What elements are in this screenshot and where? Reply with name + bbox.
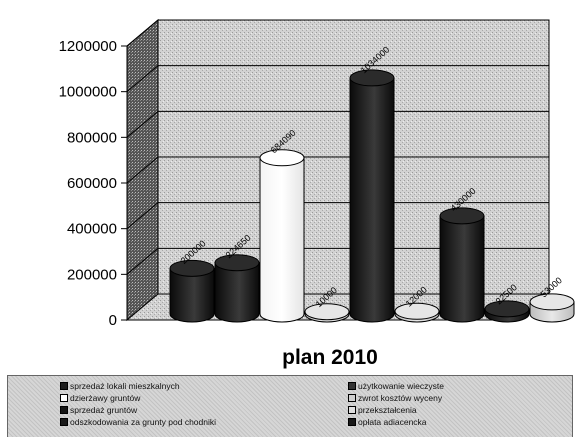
legend-label: zwrot kosztów wyceny bbox=[358, 393, 443, 403]
bar bbox=[169, 259, 215, 323]
y-tick-label: 200000 bbox=[67, 266, 117, 283]
bar-top bbox=[349, 69, 395, 87]
legend-label: dzierżawy gruntów bbox=[70, 393, 141, 403]
bar-body bbox=[259, 157, 305, 323]
y-tick-label: 400000 bbox=[67, 221, 117, 238]
legend-item: opłata adiacencka bbox=[348, 417, 427, 428]
gridline bbox=[126, 247, 549, 275]
y-tick-label: 1200000 bbox=[59, 38, 117, 55]
legend: sprzedaż lokali mieszkalnych użytkowanie … bbox=[7, 375, 573, 437]
bar bbox=[484, 300, 530, 323]
bar bbox=[349, 69, 395, 323]
chart-title: plan 2010 bbox=[282, 346, 378, 369]
bar-top bbox=[484, 300, 530, 318]
bar bbox=[439, 207, 485, 323]
bar-top bbox=[394, 302, 440, 320]
bar-top bbox=[439, 207, 485, 225]
bar-body bbox=[169, 267, 215, 323]
bar-top bbox=[169, 259, 215, 277]
legend-item: dzierżawy gruntów bbox=[60, 393, 140, 404]
legend-label: sprzedaż lokali mieszkalnych bbox=[70, 381, 180, 391]
legend-label: przekształcenia bbox=[358, 405, 417, 415]
bar-top bbox=[529, 293, 575, 311]
bar-body bbox=[349, 77, 395, 323]
legend-swatch bbox=[60, 418, 68, 426]
legend-swatch bbox=[348, 406, 356, 414]
y-tick-label: 600000 bbox=[67, 175, 117, 192]
bars bbox=[169, 69, 575, 323]
legend-item: sprzedaż lokali mieszkalnych bbox=[60, 381, 180, 392]
legend-item: sprzedaż gruntów bbox=[60, 405, 137, 416]
y-tick-label: 800000 bbox=[67, 129, 117, 146]
bar bbox=[529, 293, 575, 323]
bar bbox=[394, 302, 440, 323]
bar-body bbox=[214, 262, 260, 323]
bar-top bbox=[304, 303, 350, 321]
legend-label: opłata adiacencka bbox=[358, 417, 427, 427]
legend-swatch bbox=[348, 394, 356, 402]
legend-item: zwrot kosztów wyceny bbox=[348, 393, 442, 404]
legend-item: użytkowanie wieczyste bbox=[348, 381, 444, 392]
legend-item: przekształcenia bbox=[348, 405, 417, 416]
y-axis: 0 200000 400000 600000 800000 1000000 1200000 bbox=[59, 38, 128, 329]
gridline bbox=[126, 110, 549, 138]
gridline bbox=[126, 156, 549, 184]
legend-label: użytkowanie wieczyste bbox=[358, 381, 444, 391]
legend-swatch bbox=[60, 382, 68, 390]
gridline bbox=[126, 202, 549, 230]
legend-label: sprzedaż gruntów bbox=[70, 405, 138, 415]
gridlines bbox=[126, 19, 549, 275]
bar bbox=[259, 149, 305, 323]
legend-swatch bbox=[348, 418, 356, 426]
bar-top bbox=[259, 149, 305, 167]
gridline bbox=[126, 65, 549, 93]
bar bbox=[304, 303, 350, 323]
gridline bbox=[126, 19, 549, 47]
bar-top bbox=[214, 254, 260, 272]
bar-body bbox=[439, 215, 485, 323]
legend-swatch bbox=[60, 406, 68, 414]
y-tick-label: 1000000 bbox=[59, 84, 117, 101]
legend-label: odszkodowania za grunty pod chodniki bbox=[70, 417, 217, 427]
bar bbox=[214, 254, 260, 323]
legend-item: odszkodowania za grunty pod chodniki bbox=[60, 417, 216, 428]
legend-swatch bbox=[348, 382, 356, 390]
y-tick-label: 0 bbox=[109, 312, 117, 329]
legend-swatch bbox=[60, 394, 68, 402]
